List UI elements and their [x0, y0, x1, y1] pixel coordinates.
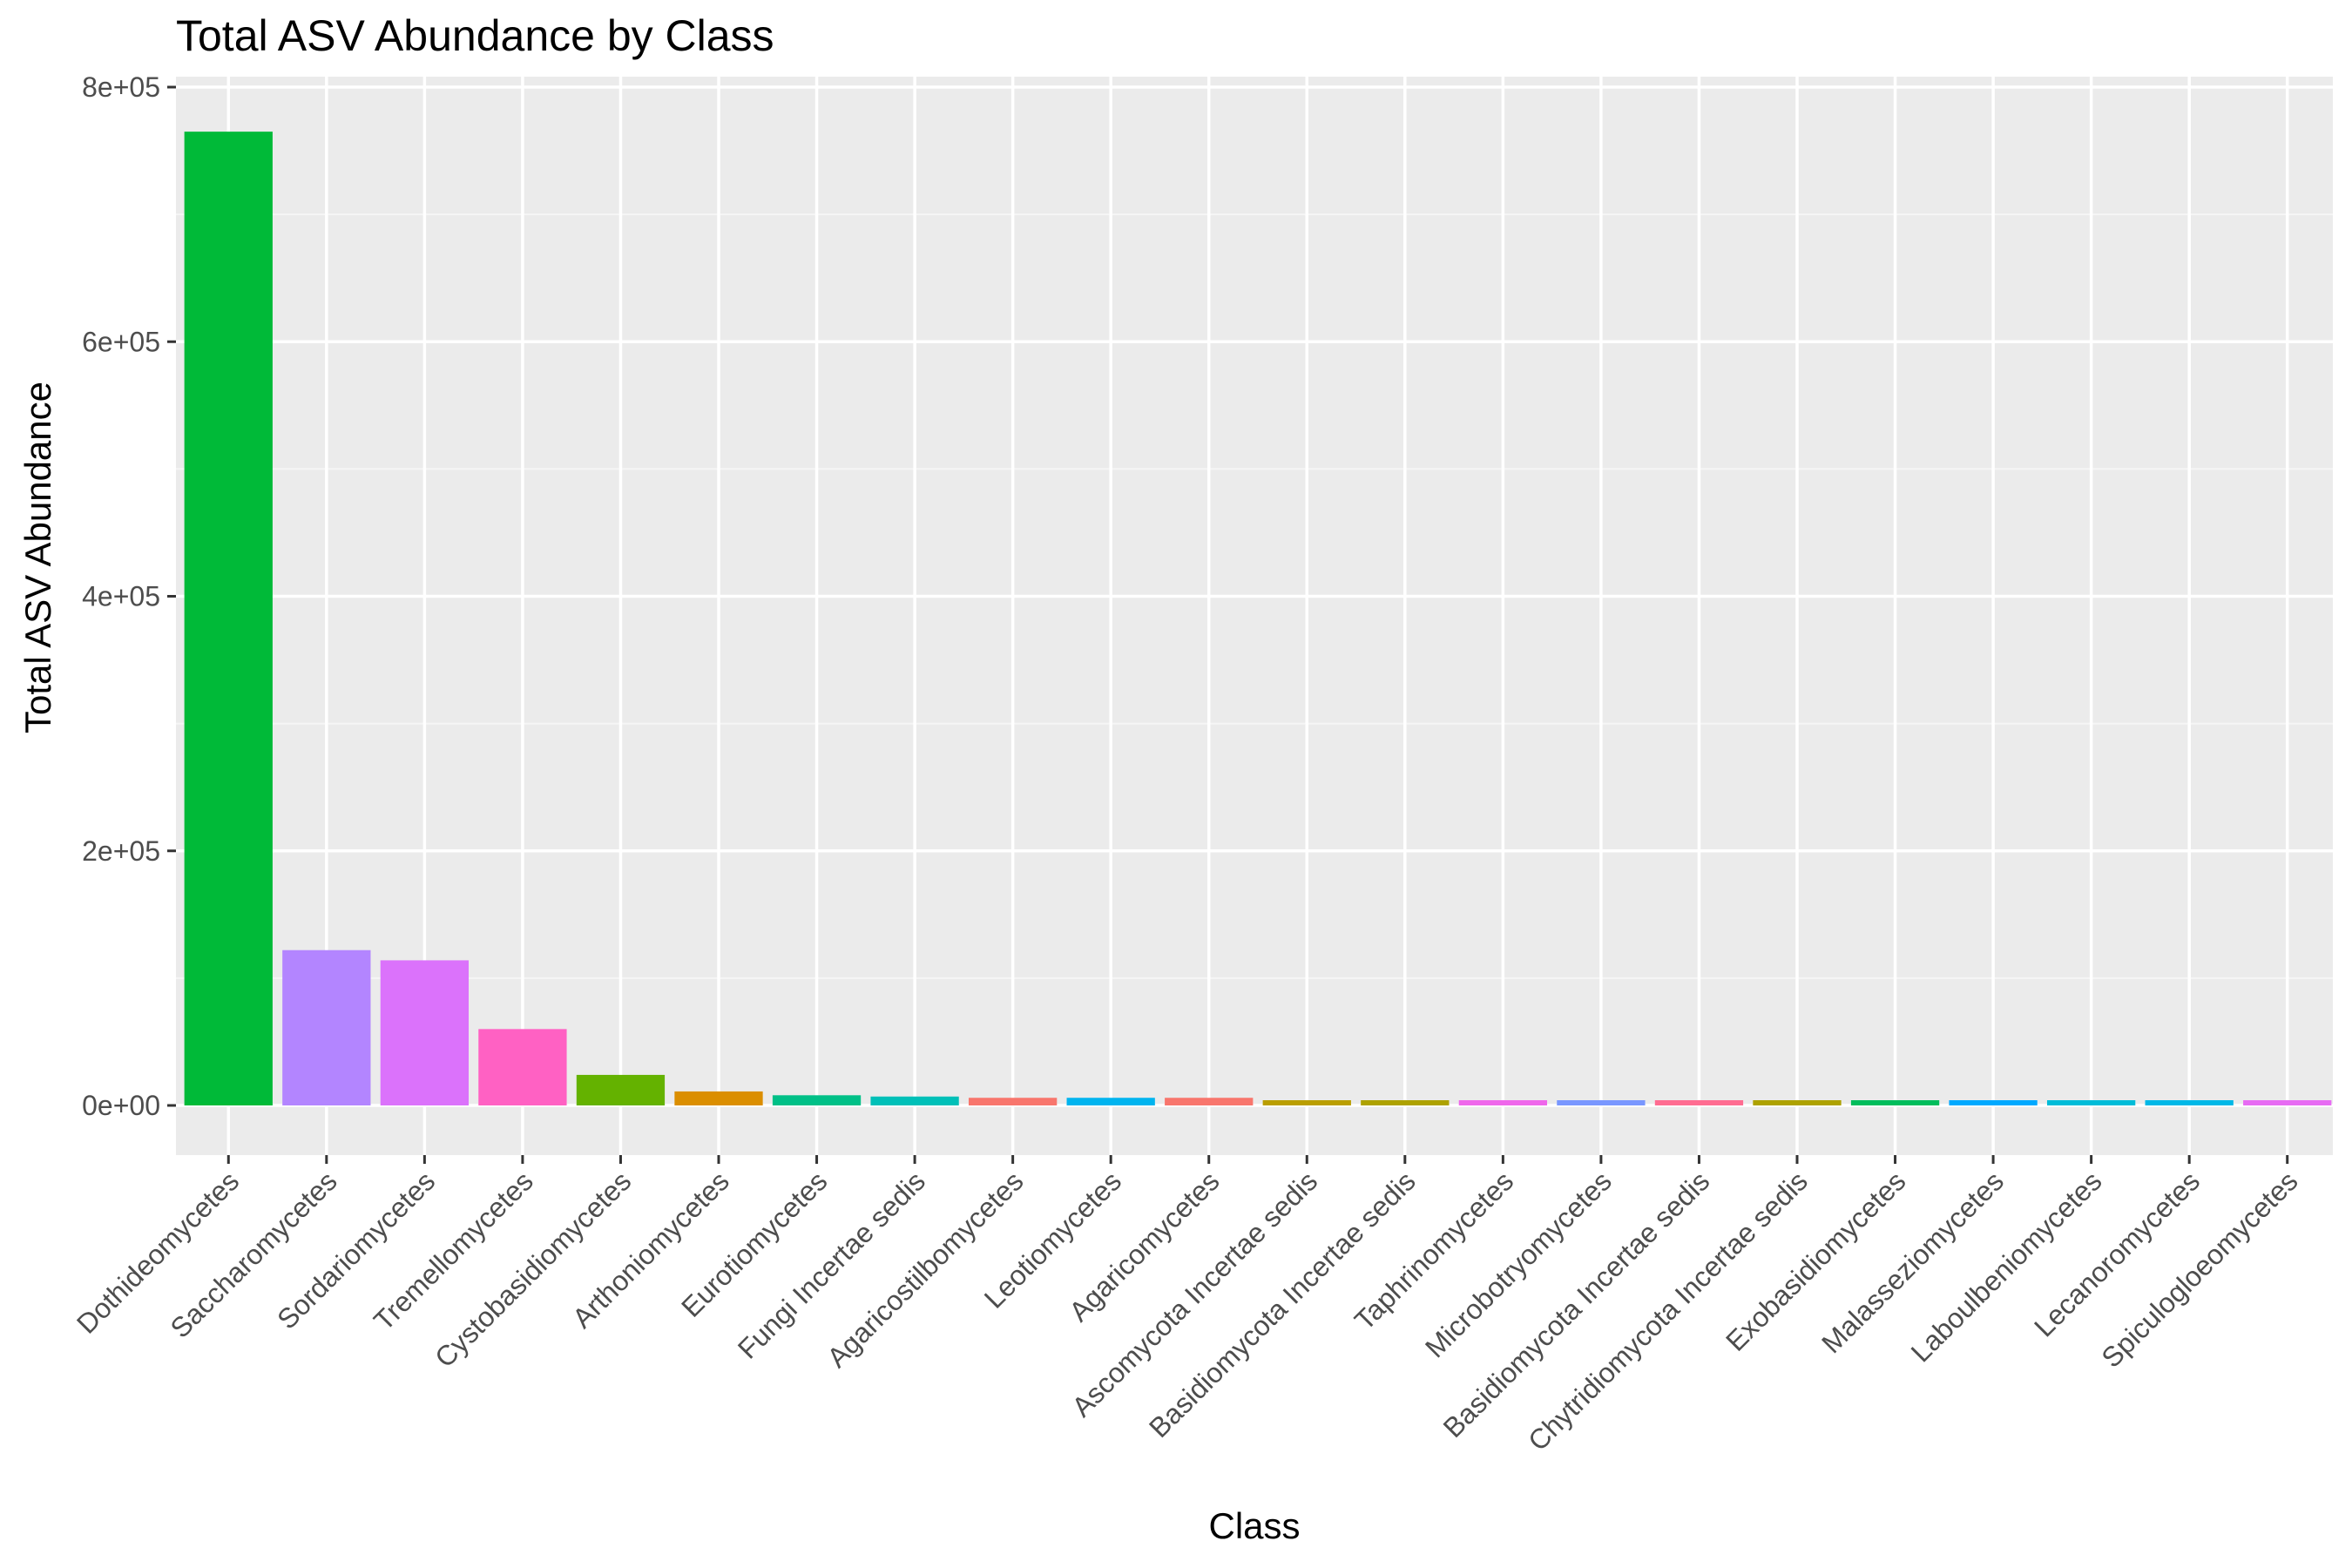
bar — [1850, 1100, 1940, 1105]
bar — [674, 1091, 763, 1105]
chart-title: Total ASV Abundance by Class — [176, 11, 774, 60]
y-tick-label: 2e+05 — [82, 835, 160, 867]
bar — [1949, 1100, 2038, 1105]
y-tick-label: 4e+05 — [82, 581, 160, 612]
x-tick-label: Dothideomycetes — [71, 1165, 245, 1339]
bar — [184, 132, 273, 1105]
bar — [576, 1074, 666, 1105]
x-tick-label: Spiculogloeomycetes — [2095, 1165, 2303, 1373]
plot-panel — [176, 77, 2333, 1155]
x-tick-label: Malasseziomycetes — [1815, 1165, 2010, 1359]
bar — [772, 1095, 862, 1105]
bar — [2046, 1100, 2136, 1105]
bars — [184, 132, 2332, 1105]
minor-gridlines — [176, 213, 2333, 979]
x-tick-label: Saccharomycetes — [164, 1165, 342, 1343]
y-tick-label: 8e+05 — [82, 71, 160, 103]
bar — [1066, 1098, 1155, 1105]
bar — [1557, 1100, 1646, 1105]
x-tick-label: Cystobasidiomycetes — [429, 1165, 637, 1373]
bar — [1458, 1100, 1548, 1105]
bar — [478, 1029, 567, 1105]
y-tick-label: 6e+05 — [82, 326, 160, 357]
x-tick-label: Laboulbeniomycetes — [1905, 1165, 2108, 1368]
bar — [282, 950, 371, 1105]
bar — [870, 1096, 959, 1105]
bar — [1654, 1100, 1744, 1105]
x-axis: DothideomycetesSaccharomycetesSordariomy… — [71, 1155, 2304, 1456]
bar — [1361, 1100, 1450, 1105]
bar — [2145, 1100, 2234, 1105]
x-tick-label: Fungi Incertae sedis — [732, 1165, 931, 1364]
x-tick-label: Agaricostilbomycetes — [821, 1165, 1029, 1373]
x-tick-label: Microbotryomycetes — [1419, 1165, 1618, 1363]
x-axis-title: Class — [1208, 1505, 1300, 1546]
x-tick-label: Exobasidiomycetes — [1720, 1165, 1911, 1356]
bar — [1165, 1098, 1254, 1105]
bar — [380, 960, 470, 1105]
y-axis: 0e+00 2e+05 4e+05 6e+05 8e+05 — [82, 71, 176, 1121]
bar — [2243, 1100, 2332, 1105]
x-tick-label: Lecanoromycetes — [2028, 1165, 2206, 1342]
y-tick-label: 0e+00 — [82, 1090, 160, 1121]
bar — [968, 1098, 1058, 1105]
bar — [1262, 1100, 1351, 1105]
bar — [1753, 1100, 1842, 1105]
major-gridlines — [176, 77, 2333, 1155]
y-axis-title: Total ASV Abundance — [17, 382, 58, 733]
